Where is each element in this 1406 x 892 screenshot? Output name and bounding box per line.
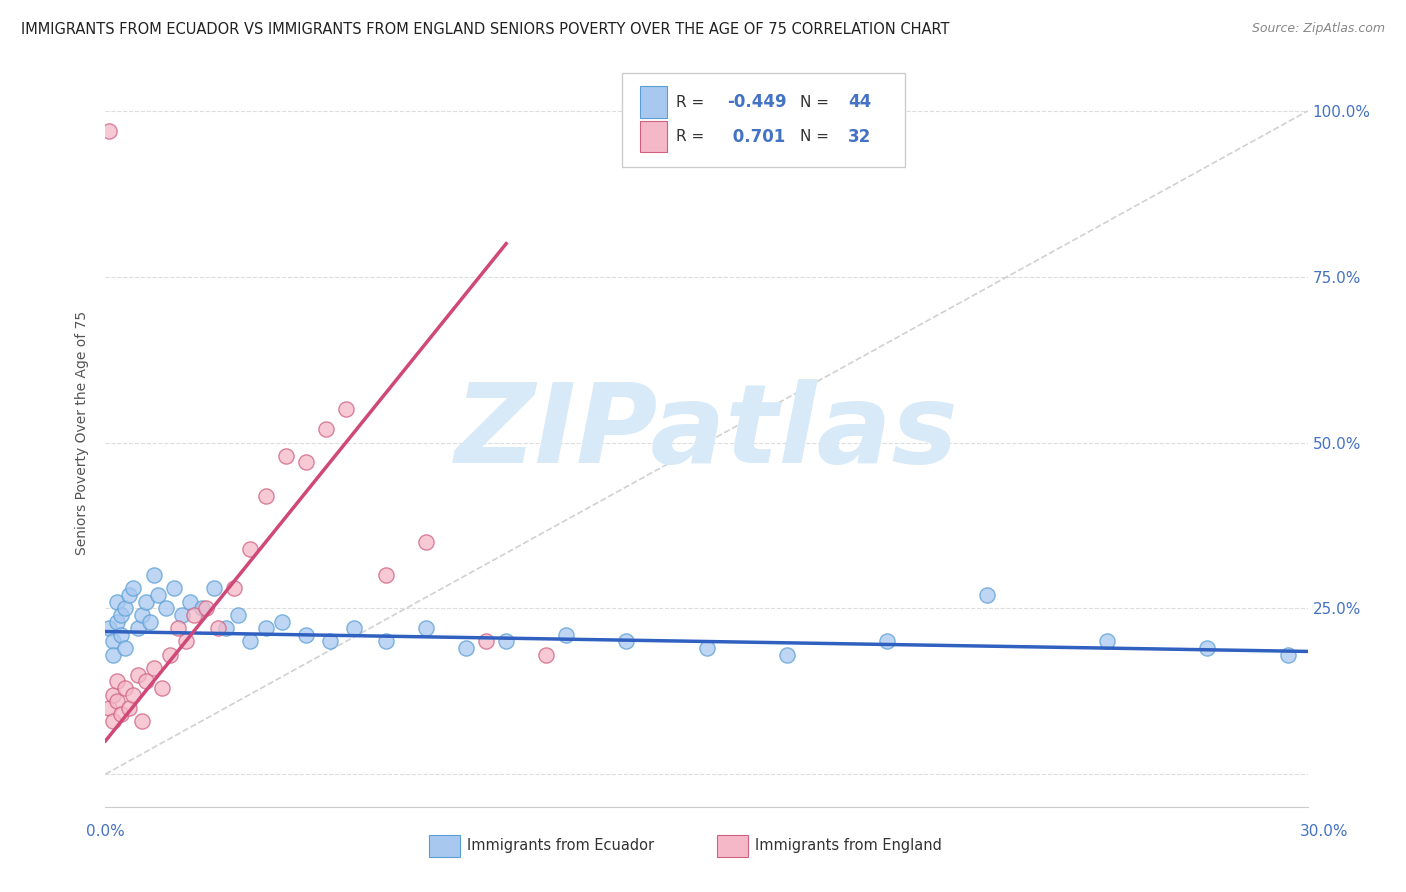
Point (254, 489, 277, 503)
Point (976, 588, 998, 602)
Point (114, 681, 136, 695)
Point (131, 714, 153, 728)
Point (179, 595, 201, 609)
Point (107, 595, 129, 609)
Point (274, 449, 297, 463)
Point (190, 601, 212, 615)
Point (98, 124, 121, 138)
Text: N =: N = (800, 129, 834, 145)
Point (214, 621, 236, 635)
Point (1097, 634, 1119, 648)
Point (103, 714, 125, 728)
Point (150, 681, 173, 695)
Text: Immigrants from Ecuador: Immigrants from Ecuador (467, 838, 654, 853)
Point (122, 582, 145, 596)
Point (222, 582, 245, 596)
Text: Immigrants from England: Immigrants from England (755, 838, 942, 853)
Point (110, 607, 132, 622)
Point (495, 634, 517, 648)
Point (207, 621, 229, 635)
Point (536, 648, 558, 662)
Text: Source: ZipAtlas.com: Source: ZipAtlas.com (1251, 22, 1385, 36)
Point (114, 641, 136, 656)
Y-axis label: Seniors Poverty Over the Age of 75: Seniors Poverty Over the Age of 75 (76, 310, 90, 555)
Point (142, 661, 165, 675)
Point (183, 607, 205, 622)
Point (162, 582, 184, 596)
Point (155, 601, 177, 615)
Point (142, 568, 165, 582)
Point (254, 621, 277, 635)
Point (456, 641, 478, 656)
Point (114, 601, 136, 615)
Point (98, 700, 121, 714)
Point (270, 615, 292, 629)
Point (1197, 641, 1219, 656)
Point (107, 615, 129, 629)
Point (174, 634, 197, 648)
Point (103, 634, 125, 648)
Point (98, 621, 121, 635)
Text: R =: R = (676, 129, 710, 145)
Text: -0.449: -0.449 (727, 93, 786, 112)
Point (239, 634, 262, 648)
Point (110, 707, 132, 722)
Point (876, 634, 898, 648)
Point (122, 688, 145, 702)
Point (1277, 648, 1299, 662)
Point (335, 402, 357, 417)
Point (315, 422, 337, 436)
Point (295, 628, 318, 642)
Text: 0.701: 0.701 (727, 128, 785, 145)
FancyBboxPatch shape (623, 73, 905, 167)
Text: ZIPatlas: ZIPatlas (454, 379, 959, 486)
Point (475, 634, 498, 648)
Point (107, 694, 129, 708)
Point (616, 634, 638, 648)
Point (118, 700, 141, 714)
Point (103, 648, 125, 662)
FancyBboxPatch shape (640, 121, 666, 153)
Point (166, 621, 188, 635)
Point (110, 628, 132, 642)
Point (107, 674, 129, 689)
Point (135, 595, 157, 609)
Point (170, 607, 193, 622)
Text: N =: N = (800, 95, 834, 110)
FancyBboxPatch shape (640, 87, 666, 118)
Point (415, 535, 437, 549)
Point (131, 607, 153, 622)
Text: IMMIGRANTS FROM ECUADOR VS IMMIGRANTS FROM ENGLAND SENIORS POVERTY OVER THE AGE : IMMIGRANTS FROM ECUADOR VS IMMIGRANTS FR… (21, 22, 949, 37)
Point (194, 601, 217, 615)
Point (159, 648, 181, 662)
Text: 32: 32 (848, 128, 872, 145)
Text: 30.0%: 30.0% (1301, 824, 1348, 838)
Point (375, 568, 398, 582)
Point (319, 634, 342, 648)
Text: 44: 44 (848, 93, 872, 112)
Point (103, 688, 125, 702)
Text: R =: R = (676, 95, 710, 110)
Point (138, 615, 160, 629)
Point (135, 674, 157, 689)
Point (226, 607, 249, 622)
Point (146, 588, 169, 602)
Point (127, 621, 149, 635)
Point (127, 667, 149, 681)
Point (343, 621, 366, 635)
Point (202, 582, 225, 596)
Point (118, 588, 141, 602)
Point (239, 541, 262, 556)
Point (696, 641, 718, 656)
Point (776, 648, 799, 662)
Text: 0.0%: 0.0% (86, 824, 125, 838)
Point (295, 455, 318, 469)
Point (415, 621, 437, 635)
Point (555, 628, 578, 642)
Point (375, 634, 398, 648)
